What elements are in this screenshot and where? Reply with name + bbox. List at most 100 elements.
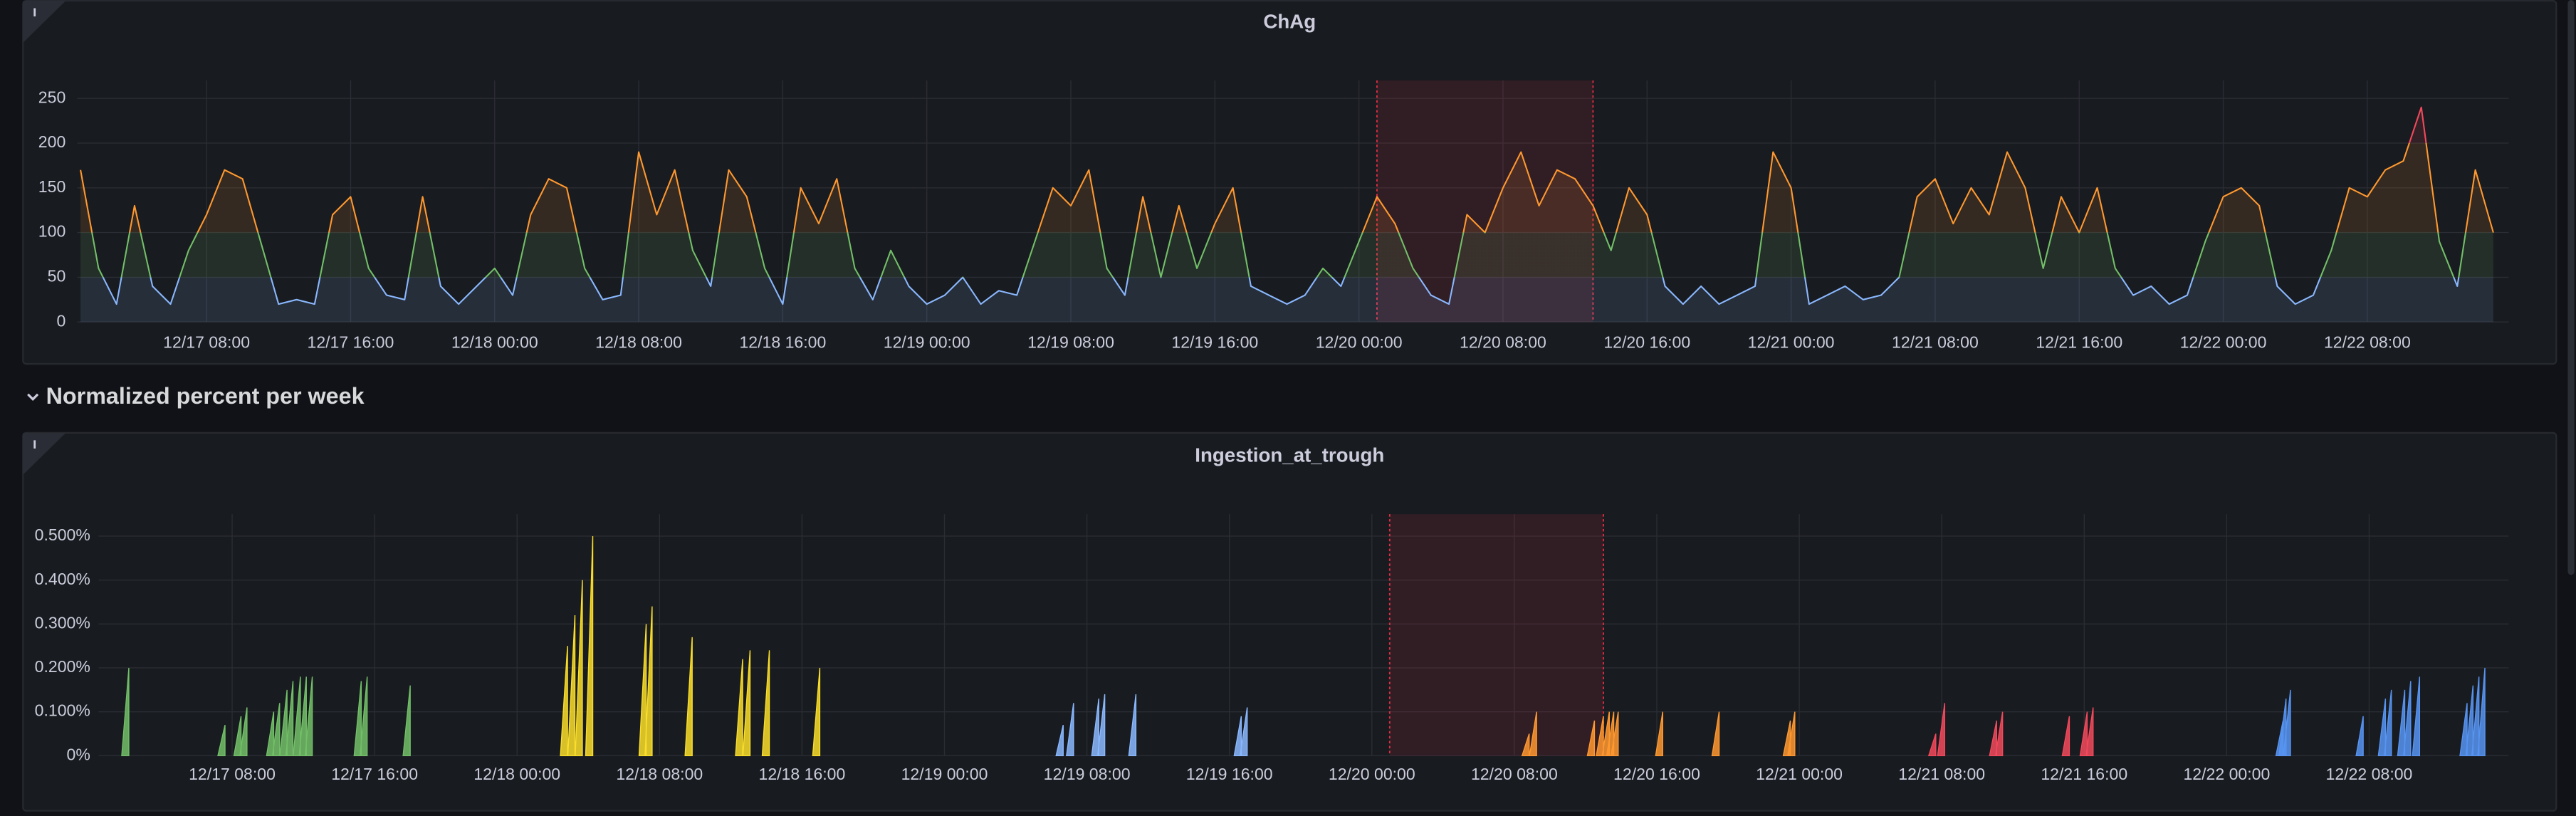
spike — [1937, 703, 1946, 757]
y-tick-label: 0 — [56, 311, 66, 330]
spike — [2471, 676, 2480, 757]
spike — [2403, 681, 2412, 757]
spike — [1610, 711, 1619, 757]
spike — [121, 667, 130, 757]
spike — [735, 659, 743, 757]
spike — [644, 606, 653, 757]
spike — [266, 711, 275, 757]
annotation-region — [1389, 514, 1603, 756]
y-tick-label: 250 — [38, 88, 66, 106]
spike — [1601, 711, 1610, 757]
x-tick-label: 12/18 08:00 — [595, 333, 682, 351]
x-tick-label: 12/18 16:00 — [739, 333, 826, 351]
row-title[interactable]: Normalized percent per week — [46, 383, 365, 409]
spike — [1091, 699, 1099, 757]
x-tick-label: 12/22 00:00 — [2180, 333, 2267, 351]
info-icon — [33, 440, 36, 449]
y-tick-label: 0.100% — [35, 701, 90, 720]
x-tick-label: 12/19 16:00 — [1186, 765, 1273, 783]
spike — [761, 650, 770, 757]
panel — [22, 431, 2557, 812]
y-tick-label: 50 — [48, 267, 66, 286]
spike — [2085, 707, 2094, 757]
spike — [2459, 703, 2468, 757]
x-tick-label: 12/20 16:00 — [1613, 765, 1700, 783]
spike — [1233, 716, 1242, 757]
spike — [271, 703, 281, 757]
spike — [1128, 694, 1137, 757]
x-tick-label: 12/22 08:00 — [2324, 333, 2411, 351]
spike — [2477, 667, 2486, 757]
y-tick-label: 200 — [38, 132, 66, 151]
spike — [2397, 689, 2406, 757]
spike — [1994, 711, 2004, 757]
spike — [585, 535, 594, 757]
spike — [2283, 689, 2291, 757]
spike — [1596, 716, 1604, 757]
y-tick-label: 0.200% — [35, 657, 90, 676]
spike — [1096, 694, 1106, 757]
spike — [2355, 716, 2364, 757]
spike — [1655, 711, 1664, 757]
row-chevron[interactable] — [27, 393, 39, 401]
spike — [638, 624, 647, 757]
spike — [575, 580, 583, 757]
x-tick-label: 12/21 00:00 — [1748, 333, 1835, 351]
spike — [1989, 720, 1997, 757]
spike — [812, 667, 821, 757]
spike — [1066, 703, 1074, 757]
spike — [217, 725, 226, 757]
spike — [1927, 733, 1937, 757]
x-tick-label: 12/19 00:00 — [901, 765, 988, 783]
x-tick-label: 12/21 00:00 — [1756, 765, 1843, 783]
y-tick-label: 100 — [38, 222, 66, 241]
panel-title: ChAg — [1263, 11, 1316, 33]
x-tick-label: 12/20 00:00 — [1316, 333, 1403, 351]
x-tick-label: 12/18 00:00 — [473, 765, 560, 783]
spike — [402, 685, 411, 757]
x-tick-label: 12/17 16:00 — [331, 765, 418, 783]
spike — [2412, 676, 2421, 757]
spike — [279, 689, 288, 757]
x-tick-label: 12/17 16:00 — [308, 333, 394, 351]
spike — [1711, 711, 1720, 757]
spike — [1239, 707, 1248, 757]
x-tick-label: 12/18 08:00 — [616, 765, 703, 783]
spike — [359, 676, 368, 757]
scrollbar[interactable] — [2567, 0, 2575, 575]
y-tick-label: 0.400% — [35, 570, 90, 588]
spike — [1787, 711, 1796, 757]
x-tick-label: 12/19 00:00 — [884, 333, 970, 351]
spike — [2465, 685, 2474, 757]
spike — [239, 707, 248, 757]
x-tick-label: 12/18 00:00 — [451, 333, 538, 351]
x-tick-label: 12/21 16:00 — [2041, 765, 2127, 783]
series-area — [80, 107, 2493, 323]
spike — [1586, 720, 1596, 757]
spike — [293, 676, 301, 757]
spike — [684, 637, 693, 757]
panel-title: Ingestion_at_trough — [1195, 444, 1384, 466]
spike — [304, 676, 313, 757]
y-tick-label: 0.500% — [35, 525, 90, 544]
x-tick-label: 12/17 08:00 — [189, 765, 276, 783]
x-tick-label: 12/22 08:00 — [2326, 765, 2413, 783]
spike — [2383, 689, 2392, 757]
x-tick-label: 12/21 08:00 — [1898, 765, 1985, 783]
x-tick-label: 12/19 08:00 — [1027, 333, 1114, 351]
spike — [233, 716, 242, 757]
x-tick-label: 12/19 16:00 — [1171, 333, 1258, 351]
x-tick-label: 12/21 08:00 — [1892, 333, 1979, 351]
spike — [353, 681, 362, 757]
spike — [567, 614, 576, 757]
x-tick-label: 12/22 00:00 — [2183, 765, 2270, 783]
spike — [2061, 716, 2070, 757]
y-tick-label: 0% — [67, 745, 90, 763]
x-tick-label: 12/20 08:00 — [1471, 765, 1558, 783]
y-tick-label: 0.300% — [35, 613, 90, 632]
spike — [1529, 711, 1537, 757]
spike — [298, 676, 307, 757]
